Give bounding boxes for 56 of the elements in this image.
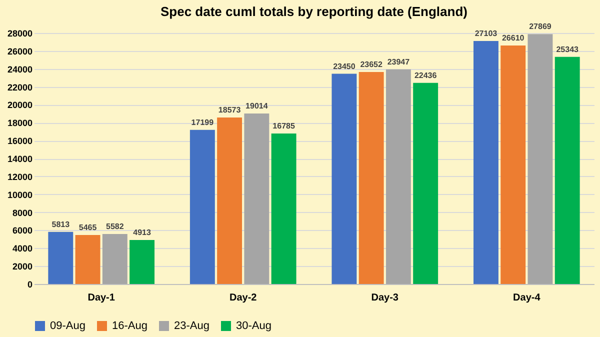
bar [332,74,357,284]
y-tick-label: 26000 [7,46,32,56]
y-tick-label: 0 [27,280,32,290]
y-tick-label: 16000 [7,136,32,146]
data-label: 17199 [191,118,214,127]
data-label: 23947 [387,57,410,66]
legend-label: 23-Aug [174,320,210,332]
x-tick-label: Day-2 [229,292,258,304]
data-label: 5465 [78,223,98,232]
data-label: 27869 [529,22,552,32]
y-tick-label: 20000 [7,100,32,110]
y-tick-label: 18000 [7,118,32,128]
bar [190,130,215,284]
legend-label: 09-Aug [50,320,86,332]
bar [271,134,296,284]
y-tick-label: 8000 [12,208,32,218]
bar [500,45,526,284]
bar [528,34,553,284]
bar [130,240,155,284]
bar [75,235,100,284]
x-tick-label: Day-4 [513,292,541,304]
bar [386,69,411,284]
y-tick-label: 2000 [12,262,32,272]
legend-label: 16-Aug [112,320,148,332]
chart-title: Spec date cuml totals by reporting date (England) [160,4,468,20]
y-tick-label: 12000 [7,172,32,182]
y-tick-label: 28000 [7,28,32,38]
data-label: 23450 [333,62,356,71]
data-label: 22436 [414,70,438,80]
data-label: 4913 [133,228,152,237]
data-label: 25343 [556,44,580,54]
bar [554,56,580,284]
data-label: 26610 [502,33,525,42]
bar [217,118,242,284]
bar [48,232,74,284]
y-tick-label: 4000 [12,244,32,254]
data-label: 18573 [218,106,242,115]
y-tick-label: 6000 [12,226,32,236]
legend-label: 30-Aug [236,320,272,332]
data-label: 19014 [246,102,268,111]
bar [473,41,498,284]
y-tick-label: 10000 [7,190,32,200]
data-label: 5582 [106,222,124,231]
data-label: 27103 [474,29,498,38]
x-tick-label: Day-1 [88,292,116,304]
bar [358,72,384,284]
bar [102,234,128,284]
y-tick-label: 22000 [7,82,32,92]
bar [413,82,438,284]
x-tick-label: Day-3 [371,292,399,304]
data-label: 16785 [272,122,296,131]
data-label: 5813 [52,220,70,229]
bar [244,114,270,284]
y-tick-label: 24000 [7,64,32,74]
data-label: 23652 [360,60,383,69]
y-tick-label: 14000 [7,154,32,164]
